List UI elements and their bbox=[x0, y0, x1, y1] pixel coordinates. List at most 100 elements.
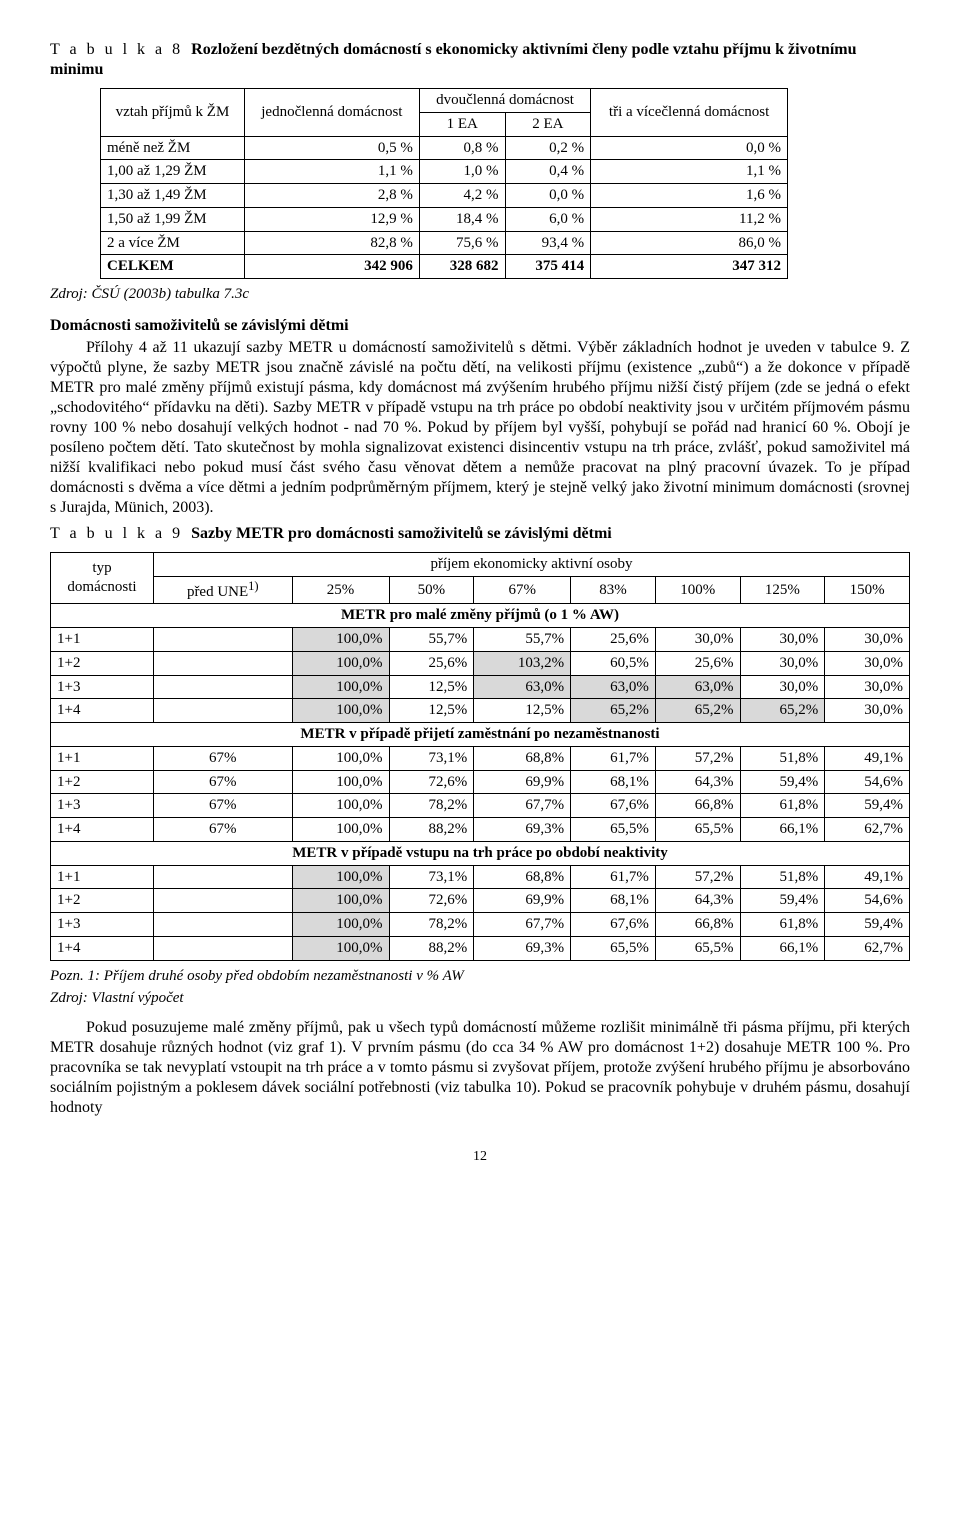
row-label: 1,00 až 1,29 ŽM bbox=[101, 160, 245, 184]
row-value: 69,9% bbox=[474, 889, 571, 913]
row-value: 65,2% bbox=[655, 699, 740, 723]
row-value: 100,0% bbox=[292, 936, 389, 960]
row-value: 62,7% bbox=[825, 936, 910, 960]
row-value: 69,9% bbox=[474, 770, 571, 794]
row-value: 68,1% bbox=[571, 770, 656, 794]
row-value: 51,8% bbox=[740, 865, 825, 889]
section-header-row: METR v případě vstupu na trh práce po ob… bbox=[51, 841, 910, 865]
row-value: 75,6 % bbox=[419, 231, 505, 255]
row-value: 51,8% bbox=[740, 746, 825, 770]
table-row: 1+2100,0%72,6%69,9%68,1%64,3%59,4%54,6% bbox=[51, 889, 910, 913]
row-value: 72,6% bbox=[389, 770, 474, 794]
row-value: 30,0% bbox=[740, 675, 825, 699]
row-value: 100,0% bbox=[292, 770, 389, 794]
table-row: 1+467%100,0%88,2%69,3%65,5%65,5%66,1%62,… bbox=[51, 818, 910, 842]
row-value: 67,7% bbox=[474, 794, 571, 818]
row-value: 93,4 % bbox=[505, 231, 591, 255]
table9-prefix: T a b u l k a 9 bbox=[50, 525, 183, 542]
row-value: 375 414 bbox=[505, 255, 591, 279]
row-label: 1+1 bbox=[51, 865, 154, 889]
row-value: 25,6% bbox=[389, 651, 474, 675]
row-value: 68,8% bbox=[474, 746, 571, 770]
row-value: 63,0% bbox=[655, 675, 740, 699]
table-row: 2 a více ŽM82,8 %75,6 %93,4 %86,0 % bbox=[101, 231, 788, 255]
t9-col-type: typ domácnosti bbox=[51, 552, 154, 604]
row-label: 1+4 bbox=[51, 699, 154, 723]
row-label: méně než ŽM bbox=[101, 136, 245, 160]
row-value: 0,4 % bbox=[505, 160, 591, 184]
row-value: 65,2% bbox=[740, 699, 825, 723]
table-row: 1+1100,0%73,1%68,8%61,7%57,2%51,8%49,1% bbox=[51, 865, 910, 889]
row-value: 63,0% bbox=[571, 675, 656, 699]
row-value: 49,1% bbox=[825, 865, 910, 889]
t8-col-ea1: 1 EA bbox=[419, 112, 505, 136]
table-row: 1,30 až 1,49 ŽM2,8 %4,2 %0,0 %1,6 % bbox=[101, 184, 788, 208]
table8-prefix: T a b u l k a 8 bbox=[50, 41, 183, 58]
row-value: 57,2% bbox=[655, 746, 740, 770]
table-row: 1,50 až 1,99 ŽM12,9 %18,4 %6,0 %11,2 % bbox=[101, 207, 788, 231]
table-row: 1+267%100,0%72,6%69,9%68,1%64,3%59,4%54,… bbox=[51, 770, 910, 794]
row-value: 1,1 % bbox=[591, 160, 788, 184]
row-value: 12,5% bbox=[389, 675, 474, 699]
row-label: 1+4 bbox=[51, 936, 154, 960]
row-label: 2 a více ŽM bbox=[101, 231, 245, 255]
row-value: 1,0 % bbox=[419, 160, 505, 184]
table8: vztah příjmů k ŽM jednočlenná domácnost … bbox=[100, 88, 788, 279]
section-header-cell: METR v případě vstupu na trh práce po ob… bbox=[51, 841, 910, 865]
row-before bbox=[154, 651, 293, 675]
row-value: 66,1% bbox=[740, 818, 825, 842]
row-value: 100,0% bbox=[292, 794, 389, 818]
row-value: 25,6% bbox=[571, 628, 656, 652]
row-label: 1+2 bbox=[51, 651, 154, 675]
table-row: 1+367%100,0%78,2%67,7%67,6%66,8%61,8%59,… bbox=[51, 794, 910, 818]
row-value: 78,2% bbox=[389, 794, 474, 818]
row-value: 2,8 % bbox=[244, 184, 419, 208]
table-row: 1+3100,0%78,2%67,7%67,6%66,8%61,8%59,4% bbox=[51, 913, 910, 937]
row-value: 59,4% bbox=[740, 770, 825, 794]
row-value: 342 906 bbox=[244, 255, 419, 279]
row-value: 64,3% bbox=[655, 889, 740, 913]
row-value: 100,0% bbox=[292, 818, 389, 842]
row-value: 66,8% bbox=[655, 794, 740, 818]
row-label: 1+2 bbox=[51, 770, 154, 794]
row-value: 69,3% bbox=[474, 818, 571, 842]
row-label: 1+1 bbox=[51, 746, 154, 770]
row-label: 1+3 bbox=[51, 675, 154, 699]
row-value: 54,6% bbox=[825, 889, 910, 913]
section-header-row: METR pro malé změny příjmů (o 1 % AW) bbox=[51, 604, 910, 628]
row-value: 11,2 % bbox=[591, 207, 788, 231]
row-value: 63,0% bbox=[474, 675, 571, 699]
table8-source: Zdroj: ČSÚ (2003b) tabulka 7.3c bbox=[50, 285, 910, 304]
table-row: 1+4100,0%12,5%12,5%65,2%65,2%65,2%30,0% bbox=[51, 699, 910, 723]
table-row: CELKEM342 906328 682375 414347 312 bbox=[101, 255, 788, 279]
row-value: 73,1% bbox=[389, 746, 474, 770]
row-value: 61,7% bbox=[571, 865, 656, 889]
table-row: 1,00 až 1,29 ŽM1,1 %1,0 %0,4 %1,1 % bbox=[101, 160, 788, 184]
row-value: 67,7% bbox=[474, 913, 571, 937]
row-value: 30,0% bbox=[825, 651, 910, 675]
row-value: 62,7% bbox=[825, 818, 910, 842]
row-value: 100,0% bbox=[292, 651, 389, 675]
row-value: 55,7% bbox=[389, 628, 474, 652]
row-value: 30,0% bbox=[825, 675, 910, 699]
row-value: 61,8% bbox=[740, 913, 825, 937]
row-value: 328 682 bbox=[419, 255, 505, 279]
table-row: 1+167%100,0%73,1%68,8%61,7%57,2%51,8%49,… bbox=[51, 746, 910, 770]
row-value: 59,4% bbox=[825, 913, 910, 937]
row-value: 55,7% bbox=[474, 628, 571, 652]
row-value: 57,2% bbox=[655, 865, 740, 889]
t9-pct-header: 83% bbox=[571, 576, 656, 604]
t9-pct-header: 100% bbox=[655, 576, 740, 604]
table-row: 1+2100,0%25,6%103,2%60,5%25,6%30,0%30,0% bbox=[51, 651, 910, 675]
row-value: 347 312 bbox=[591, 255, 788, 279]
t8-col-rel: vztah příjmů k ŽM bbox=[101, 89, 245, 137]
table-row: 1+3100,0%12,5%63,0%63,0%63,0%30,0%30,0% bbox=[51, 675, 910, 699]
row-value: 25,6% bbox=[655, 651, 740, 675]
row-value: 65,5% bbox=[655, 818, 740, 842]
table9-title: Sazby METR pro domácnosti samoživitelů s… bbox=[191, 525, 612, 542]
row-value: 0,5 % bbox=[244, 136, 419, 160]
row-value: 60,5% bbox=[571, 651, 656, 675]
row-value: 65,2% bbox=[571, 699, 656, 723]
t9-pct-header: 125% bbox=[740, 576, 825, 604]
row-label: 1+3 bbox=[51, 913, 154, 937]
